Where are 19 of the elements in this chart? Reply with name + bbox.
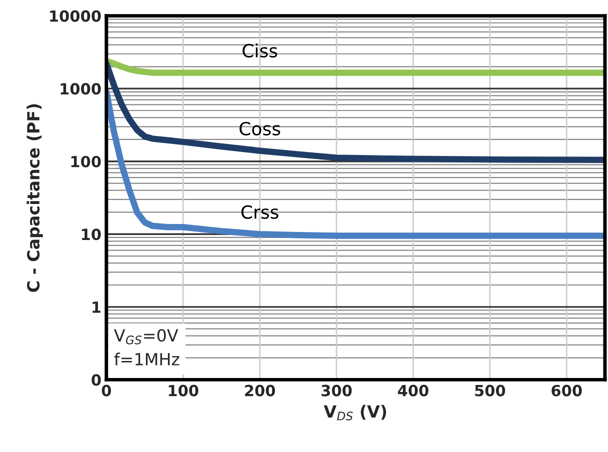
- x-tick-label: 100: [168, 384, 198, 396]
- x-tick-label: 400: [398, 384, 428, 396]
- series-label: Ciss: [242, 44, 278, 58]
- x-tick-label: 600: [552, 384, 582, 396]
- y-axis-title: C - Capacitance (PF): [26, 104, 43, 292]
- series-label: Coss: [240, 122, 280, 136]
- x-tick-label: 300: [322, 384, 352, 396]
- y-tick-label: 1: [92, 302, 100, 313]
- x-tick-label: 0: [102, 384, 111, 396]
- x-tick-label: 200: [245, 384, 276, 396]
- annotation: V$_{GS}$=0V f=1MHz: [114, 329, 180, 366]
- y-tick-label: 10000: [50, 10, 101, 22]
- y-tick-label: 1000: [60, 83, 101, 95]
- y-tick-label: 10: [82, 228, 101, 240]
- x-tick-label: 500: [475, 384, 506, 396]
- y-tick-label: 0: [92, 374, 101, 386]
- y-tick-label: 100: [71, 156, 101, 168]
- x-axis-title: V$_{DS}$ (V): [324, 404, 386, 420]
- series-label: Crss: [241, 205, 278, 219]
